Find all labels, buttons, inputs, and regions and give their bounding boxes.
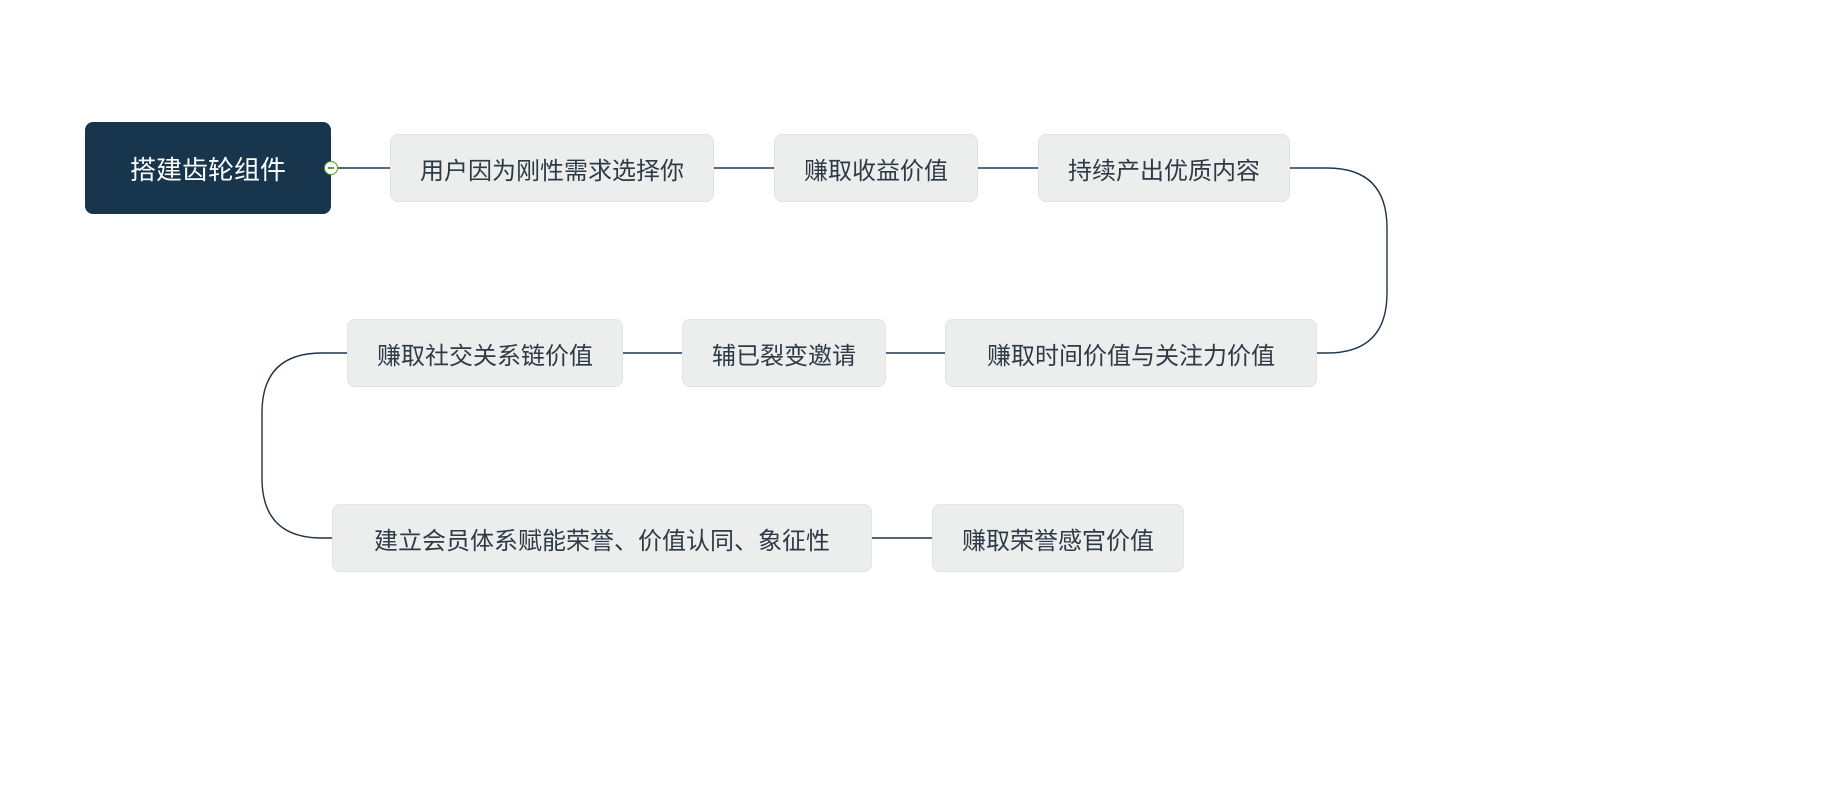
flow-node[interactable]: 辅已裂变邀请 xyxy=(682,319,886,387)
flow-node[interactable]: 持续产出优质内容 xyxy=(1038,134,1290,202)
collapse-toggle-icon[interactable] xyxy=(324,161,338,175)
node-label: 建立会员体系赋能荣誉、价值认同、象征性 xyxy=(374,521,830,556)
node-label: 持续产出优质内容 xyxy=(1068,151,1260,186)
node-label: 赚取时间价值与关注力价值 xyxy=(987,336,1275,371)
flow-node[interactable]: 赚取收益价值 xyxy=(774,134,978,202)
flow-node[interactable]: 赚取时间价值与关注力价值 xyxy=(945,319,1317,387)
diagram-canvas: 搭建齿轮组件 用户因为刚性需求选择你 赚取收益价值 持续产出优质内容赚取时间价值与关注… xyxy=(0,0,1842,804)
flow-node[interactable]: 建立会员体系赋能荣誉、价值认同、象征性 xyxy=(332,504,872,572)
flow-root-node[interactable]: 搭建齿轮组件 xyxy=(85,122,331,214)
flow-node[interactable]: 赚取荣誉感官价值 xyxy=(932,504,1184,572)
node-label: 赚取收益价值 xyxy=(804,151,948,186)
flow-node[interactable]: 用户因为刚性需求选择你 xyxy=(390,134,714,202)
node-label: 辅已裂变邀请 xyxy=(712,336,856,371)
node-label: 搭建齿轮组件 xyxy=(130,150,286,187)
edge-layer xyxy=(0,0,1842,804)
flow-node[interactable]: 赚取社交关系链价值 xyxy=(347,319,623,387)
node-label: 赚取荣誉感官价值 xyxy=(962,521,1154,556)
node-label: 赚取社交关系链价值 xyxy=(377,336,593,371)
node-label: 用户因为刚性需求选择你 xyxy=(420,151,684,186)
